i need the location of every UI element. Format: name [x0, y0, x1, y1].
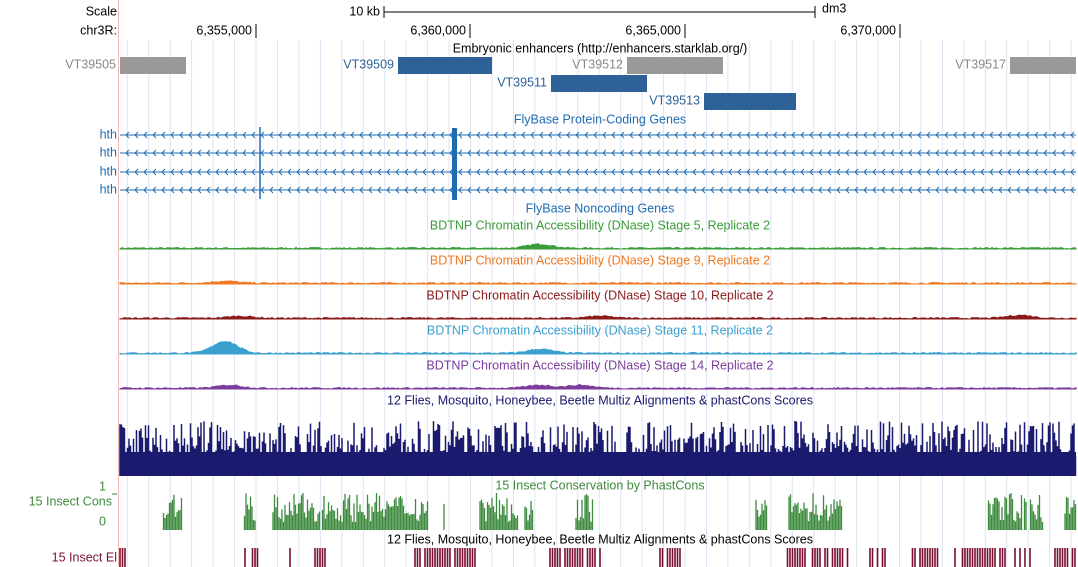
- track-title: Embryonic enhancers (http://enhancers.st…: [453, 41, 748, 55]
- ruler-label: 6,365,000: [625, 23, 681, 37]
- exon: [452, 128, 457, 200]
- track-title: BDTNP Chromatin Accessibility (DNase) St…: [426, 358, 773, 372]
- track-title: 12 Flies, Mosquito, Honeybee, Beetle Mul…: [387, 393, 813, 407]
- assembly: dm3: [822, 1, 846, 15]
- gene-strand: [125, 131, 1075, 139]
- conserved-elements: [119, 548, 1076, 567]
- signal: [119, 280, 1077, 285]
- gene-label: hth: [100, 164, 117, 178]
- enhancer-label: VT39513: [649, 93, 700, 107]
- enhancer: [627, 57, 723, 74]
- enhancer-label: VT39505: [65, 57, 116, 71]
- gene-label: hth: [100, 127, 117, 141]
- enhancer: [120, 57, 186, 74]
- enhancer-label: VT39512: [572, 57, 623, 71]
- track-title: BDTNP Chromatin Accessibility (DNase) St…: [430, 253, 770, 267]
- track-title: FlyBase Noncoding Genes: [526, 201, 675, 215]
- axis-min: 0: [99, 514, 106, 528]
- track-title: 15 Insect Conservation by PhastCons: [495, 478, 704, 492]
- enhancer: [1010, 57, 1076, 74]
- gene-strand: [125, 168, 1075, 176]
- track-title: BDTNP Chromatin Accessibility (DNase) St…: [426, 288, 773, 302]
- track-title: BDTNP Chromatin Accessibility (DNase) St…: [430, 218, 770, 232]
- enhancer-label: VT39517: [955, 57, 1006, 71]
- ruler-label: 6,355,000: [196, 23, 252, 37]
- enhancer: [704, 93, 796, 110]
- enhancer: [551, 75, 647, 92]
- track-label: 15 Insect El: [52, 550, 117, 564]
- track-title: FlyBase Protein-Coding Genes: [514, 112, 686, 126]
- axis-max: 1: [99, 479, 106, 493]
- scale-label: Scale: [86, 4, 117, 18]
- signal: [118, 243, 1077, 250]
- signal: [119, 383, 1077, 390]
- ruler-label: 6,360,000: [410, 23, 466, 37]
- gene-label: hth: [100, 182, 117, 196]
- grid: [126, 40, 1072, 567]
- enhancer-label: VT39509: [343, 57, 394, 71]
- signal: [119, 341, 1077, 355]
- signal: [119, 314, 1077, 320]
- track-title: 12 Flies, Mosquito, Honeybee, Beetle Mul…: [387, 532, 813, 546]
- chrom-label: chr3R:: [80, 23, 117, 37]
- ruler-label: 6,370,000: [840, 23, 896, 37]
- enhancer: [398, 57, 492, 74]
- gene-strand: [125, 149, 1075, 157]
- enhancer-label: VT39511: [497, 75, 547, 89]
- conservation-base: [120, 452, 1076, 476]
- gene-strand: [125, 186, 1075, 194]
- track-title: BDTNP Chromatin Accessibility (DNase) St…: [427, 323, 773, 337]
- gene-label: hth: [100, 145, 117, 159]
- track-label: 15 Insect Cons: [29, 494, 112, 508]
- phastcons: [162, 493, 1077, 530]
- scale-bar-label: 10 kb: [349, 4, 380, 18]
